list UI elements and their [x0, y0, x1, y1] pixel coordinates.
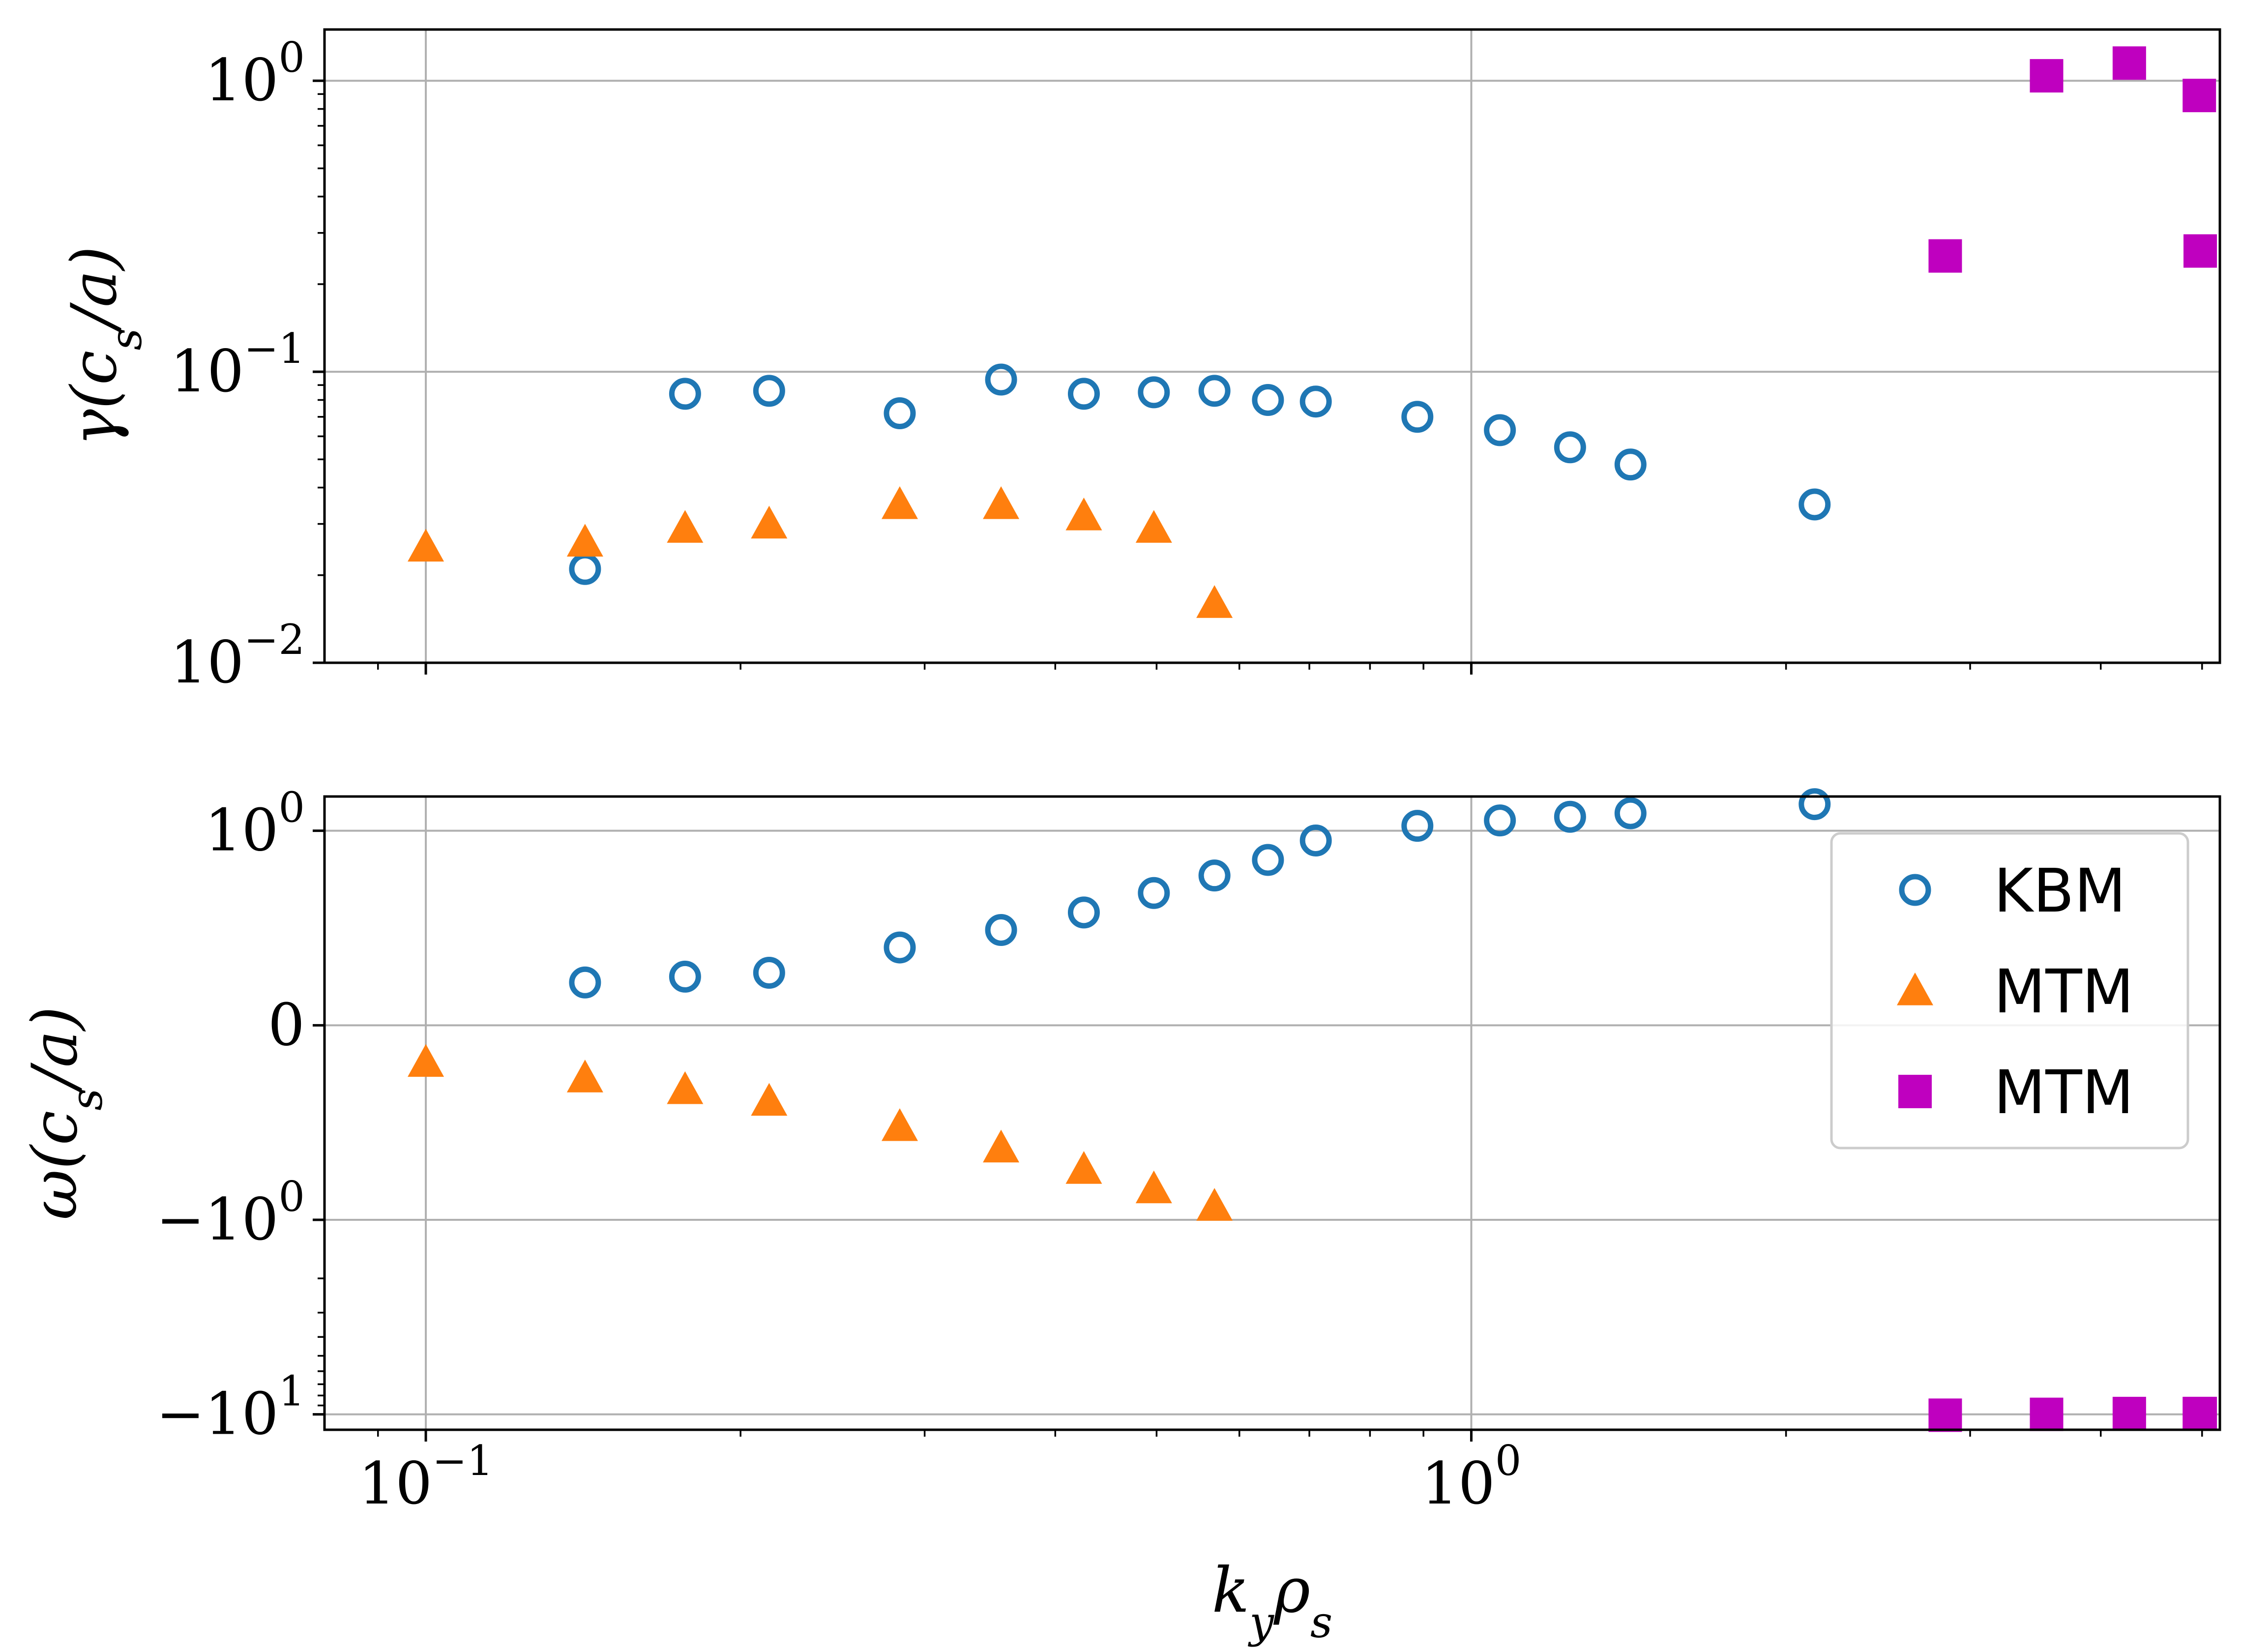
bottom-axes-frame: [323, 795, 2221, 1431]
kbm-point: [1198, 375, 1231, 407]
kbm-point: [884, 397, 916, 430]
top-data-points: [408, 46, 2217, 618]
y-tick-label: −101: [156, 1367, 305, 1448]
bottom-data-points: [408, 788, 2217, 1432]
kbm-point: [669, 378, 701, 410]
kbm-point: [1138, 877, 1170, 909]
mtm-triangle-point: [1065, 498, 1102, 531]
legend-box: [1830, 832, 2189, 1150]
mtm-triangle-point: [1196, 1188, 1233, 1221]
x-tick-labels: 10−1 100: [358, 1437, 1521, 1517]
mtm-triangle-point: [882, 486, 918, 519]
mtm-triangle-point: [667, 510, 704, 543]
mtm-triangle-point: [566, 1060, 603, 1092]
mtm-triangle-point: [1135, 1170, 1172, 1204]
y-tick-label: 10−1: [170, 324, 305, 405]
legend-entries: KBM MTM MTM: [1897, 856, 2134, 1127]
x-tick-label: 10−1: [358, 1437, 493, 1517]
x-axis-label: kyρs: [1212, 1554, 1332, 1648]
mtm-triangle-point: [408, 1044, 444, 1077]
top-y-tick-labels: 10−2 10−1 100: [170, 33, 305, 696]
legend-marker: [1899, 874, 1931, 906]
kbm-point: [1614, 797, 1647, 829]
kbm-point: [1252, 844, 1284, 876]
mtm-square-point: [2030, 59, 2064, 93]
y-tick-label: 100: [205, 784, 305, 864]
kbm-point: [1138, 376, 1170, 409]
mtm-triangle-point: [983, 1129, 1020, 1163]
mtm-square-point: [2183, 234, 2217, 268]
kbm-point: [1799, 788, 1831, 821]
top-y-axis-label: γ(cs/a): [58, 246, 151, 446]
legend-label: MTM: [1994, 957, 2134, 1027]
kbm-point: [884, 931, 916, 964]
mtm-triangle-point: [408, 529, 444, 562]
mtm-square-point: [2112, 46, 2146, 80]
kbm-point: [1067, 378, 1100, 410]
mtm-triangle-point: [882, 1108, 918, 1141]
legend-entry: KBM: [1899, 856, 2126, 926]
y-tick-label: −100: [156, 1173, 305, 1253]
mtm-triangle-point: [1135, 510, 1172, 543]
kbm-point: [1554, 800, 1586, 833]
mtm-square-point: [1928, 1398, 1962, 1432]
kbm-point: [1554, 431, 1586, 464]
mtm-triangle-point: [751, 505, 788, 539]
mtm-triangle-point: [983, 486, 1020, 519]
kbm-point: [1799, 488, 1831, 521]
kbm-point: [1401, 401, 1434, 433]
legend-label: KBM: [1994, 856, 2126, 926]
kbm-point: [753, 375, 785, 407]
mtm-triangle-point: [566, 524, 603, 557]
bottom-y-axis-label: ω(cs/a): [19, 1006, 112, 1220]
kbm-point: [1614, 448, 1647, 481]
kbm-point: [669, 960, 701, 993]
kbm-point: [1252, 384, 1284, 416]
y-tick-label: 0: [268, 991, 305, 1059]
kbm-point: [985, 914, 1017, 946]
kbm-point: [985, 363, 1017, 396]
growth-rate-panel: 10−2 10−1 100 γ(cs/a): [58, 28, 2221, 696]
kbm-point: [1299, 824, 1332, 856]
mtm-triangle-point: [667, 1071, 704, 1104]
kbm-point: [1299, 385, 1332, 418]
y-tick-label: 10−2: [170, 616, 305, 696]
kbm-point: [1067, 896, 1100, 929]
mtm-triangle-point: [1065, 1151, 1102, 1184]
legend-marker: [1897, 973, 1933, 1005]
kbm-point: [1401, 810, 1434, 842]
legend-label: MTM: [1994, 1058, 2134, 1127]
legend: KBM MTM MTM: [1830, 832, 2189, 1150]
mtm-square-point: [2030, 1397, 2064, 1431]
mtm-square-point: [1928, 239, 1962, 273]
mtm-triangle-point: [751, 1083, 788, 1116]
top-axes-frame: [323, 28, 2221, 664]
mtm-square-point: [2112, 1396, 2146, 1430]
kbm-point: [753, 957, 785, 989]
kbm-point: [1484, 414, 1516, 446]
x-tick-label: 100: [1421, 1437, 1522, 1517]
kbm-point: [1198, 859, 1231, 892]
kbm-point: [1484, 804, 1516, 837]
legend-marker: [1898, 1075, 1932, 1108]
legend-entry: MTM: [1897, 957, 2134, 1027]
bottom-y-tick-labels: 100 0 −100 −101: [156, 784, 305, 1448]
legend-entry: MTM: [1898, 1058, 2134, 1127]
kbm-point: [569, 966, 601, 999]
mtm-square-point: [2183, 1396, 2217, 1430]
frequency-panel: 100 0 −100 −101 10−1 100 ω(cs/a) kyρs: [19, 784, 2221, 1648]
mtm-square-point: [2183, 79, 2216, 113]
mtm-triangle-point: [1196, 585, 1233, 618]
y-tick-label: 100: [205, 33, 305, 114]
